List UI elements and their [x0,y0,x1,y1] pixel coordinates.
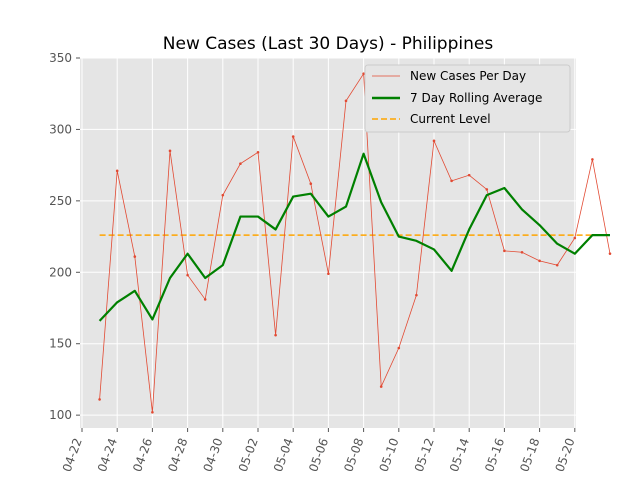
x-tick-label: 04-26 [130,436,155,474]
data-point-new-cases [309,182,313,186]
data-point-new-cases [151,410,154,414]
y-tick-label: 200 [49,265,72,279]
chart-title: New Cases (Last 30 Days) - Philippines [163,34,494,54]
y-tick-label: 250 [49,194,72,208]
series-layer [98,72,612,414]
data-point-new-cases [256,150,260,154]
x-tick-label: 04-30 [201,436,226,474]
data-point-new-cases [485,188,489,191]
legend-label-new-cases: New Cases Per Day [410,69,526,83]
x-tick-label: 05-16 [482,436,507,474]
data-point-new-cases [344,99,348,103]
data-point-new-cases [467,173,471,177]
y-tick-label: 100 [49,408,72,422]
x-tick-label: 05-10 [377,436,402,474]
x-tick-label: 05-06 [306,436,331,474]
data-point-new-cases [432,139,436,143]
data-point-new-cases [203,298,207,301]
data-point-new-cases [591,158,594,161]
x-tick-label: 05-04 [271,436,296,474]
data-point-new-cases [608,252,612,256]
legend-label-rolling-average: 7 Day Rolling Average [410,91,542,105]
legend-label-current-level: Current Level [410,112,491,126]
y-tick-label: 350 [49,51,72,65]
x-tick-label: 05-02 [236,436,261,474]
data-point-new-cases [291,135,295,138]
x-tick-label: 05-08 [341,436,366,474]
y-axis: 100 150 200 250 300 350 [49,51,80,422]
y-tick-label: 150 [49,337,72,351]
series-line-new-cases [99,72,611,413]
data-point-new-cases [415,293,418,297]
data-point-new-cases [186,273,189,277]
data-point-new-cases [379,385,383,388]
x-axis: 04-22 04-24 04-26 04-28 04-30 05-02 05-04 05-06… [60,428,578,474]
data-point-new-cases [115,169,119,173]
data-point-new-cases [573,236,577,240]
grid [80,57,576,428]
legend: New Cases Per Day 7 Day Rolling Average … [364,64,571,133]
x-tick-label: 05-20 [553,436,578,474]
data-point-new-cases [555,263,559,267]
data-point-new-cases [397,346,401,350]
x-tick-label: 05-18 [517,436,542,474]
data-point-new-cases [538,259,541,263]
y-tick-label: 300 [49,122,72,136]
x-tick-label: 04-22 [60,436,85,474]
data-point-new-cases [133,255,137,258]
x-tick-label: 04-24 [95,436,120,474]
x-tick-label: 05-14 [447,436,472,474]
data-point-new-cases [98,398,101,401]
data-point-new-cases [520,250,524,254]
data-point-new-cases [239,162,242,166]
data-point-new-cases [168,149,172,153]
series-line-rolling-average [98,152,610,322]
data-point-new-cases [450,179,453,183]
x-tick-label: 05-12 [412,436,437,474]
legend-box [364,64,571,133]
data-point-new-cases [362,72,365,76]
data-point-new-cases [327,272,330,276]
x-tick-label: 04-28 [165,436,190,474]
data-point-new-cases [503,249,506,253]
data-point-new-cases [221,193,225,197]
data-point-new-cases [274,333,277,337]
